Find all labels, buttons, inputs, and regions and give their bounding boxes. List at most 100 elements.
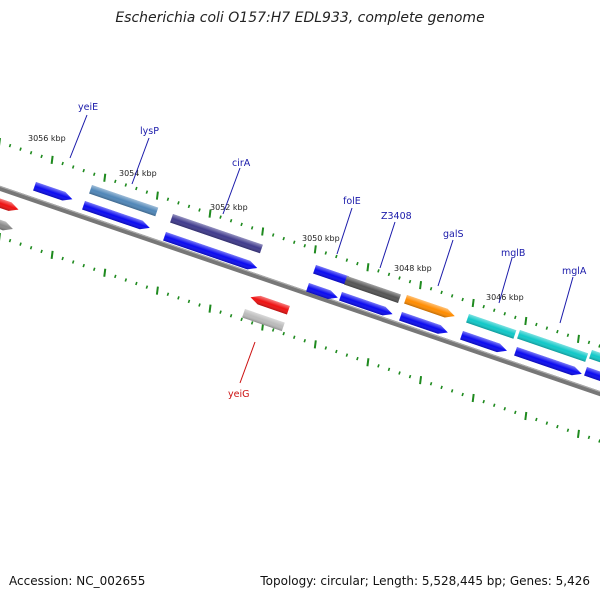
upper-tick-row bbox=[0, 138, 600, 348]
upper-tick bbox=[114, 179, 117, 184]
upper-tick bbox=[545, 326, 549, 330]
cds-mglA[interactable] bbox=[514, 347, 583, 378]
leader-yeiE bbox=[69, 114, 88, 159]
lower-tick bbox=[208, 304, 212, 313]
kbp-label-3054: 3054 kbp bbox=[119, 169, 157, 178]
upper-tick bbox=[250, 226, 254, 230]
feature-Z3408[interactable] bbox=[344, 276, 401, 303]
gene-label-mglA[interactable]: mglA bbox=[562, 266, 587, 277]
feature-folE[interactable] bbox=[313, 265, 350, 285]
kbp-label-3048: 3048 kbp bbox=[394, 264, 432, 273]
leader-galS bbox=[437, 239, 454, 287]
lower-tick bbox=[566, 428, 570, 433]
lower-tick bbox=[461, 392, 464, 397]
upper-tick bbox=[240, 222, 243, 227]
lower-tick bbox=[556, 424, 559, 429]
feature-mglA-cont[interactable] bbox=[589, 350, 600, 365]
lower-tick bbox=[429, 381, 433, 386]
feature-yeiG-lower[interactable] bbox=[242, 309, 285, 332]
gene-label-lysP[interactable]: lysP bbox=[140, 126, 159, 137]
feature-yeiG[interactable] bbox=[249, 293, 290, 315]
gene-label-yeiE[interactable]: yeiE bbox=[78, 102, 98, 113]
cds-mglA-cont[interactable] bbox=[584, 367, 600, 382]
cds-left[interactable] bbox=[0, 215, 14, 233]
lower-tick-row bbox=[0, 233, 600, 443]
gene-label-cirA[interactable]: cirA bbox=[232, 158, 251, 169]
feature-mglA[interactable] bbox=[517, 330, 589, 362]
feature-track bbox=[0, 182, 600, 382]
upper-tick bbox=[313, 245, 317, 254]
lower-tick bbox=[450, 389, 454, 393]
upper-tick bbox=[419, 281, 423, 290]
feature-galS[interactable] bbox=[404, 295, 456, 320]
upper-tick bbox=[155, 191, 159, 200]
upper-tick bbox=[271, 233, 275, 237]
leader-mglB bbox=[498, 257, 513, 304]
lower-tick bbox=[229, 313, 233, 318]
feature-mglB[interactable] bbox=[466, 314, 517, 339]
lower-tick bbox=[250, 321, 254, 325]
cds-cirA[interactable] bbox=[163, 232, 259, 272]
lower-tick bbox=[166, 292, 170, 297]
upper-tick bbox=[398, 276, 401, 280]
feature-lysP[interactable] bbox=[89, 185, 159, 217]
upper-tick bbox=[377, 269, 380, 273]
feature-cirA[interactable] bbox=[170, 214, 263, 254]
gene-label-yeiG[interactable]: yeiG bbox=[228, 389, 249, 400]
upper-tick bbox=[450, 294, 454, 298]
kbp-label-3056: 3056 kbp bbox=[28, 134, 66, 143]
leader-mglA bbox=[559, 276, 574, 324]
lower-tick bbox=[524, 411, 528, 421]
feature-yeiE[interactable] bbox=[33, 182, 74, 203]
gene-label-mglB[interactable]: mglB bbox=[501, 248, 525, 259]
upper-tick bbox=[503, 312, 507, 316]
lower-tick bbox=[219, 310, 222, 314]
lower-tick bbox=[440, 385, 443, 390]
feature-left-red[interactable] bbox=[0, 193, 20, 214]
gene-label-Z3408[interactable]: Z3408 bbox=[381, 211, 412, 222]
lower-tick bbox=[324, 346, 328, 350]
cds-galS[interactable] bbox=[399, 312, 449, 337]
leader-folE bbox=[336, 207, 353, 255]
lower-tick bbox=[124, 278, 128, 282]
cds-folE[interactable] bbox=[306, 283, 339, 302]
lower-tick bbox=[198, 303, 201, 307]
lower-tick bbox=[482, 399, 485, 404]
upper-tick bbox=[187, 204, 191, 209]
lower-tick bbox=[282, 331, 285, 336]
lower-tick bbox=[313, 340, 317, 349]
upper-tick bbox=[19, 147, 22, 151]
cds-mglB[interactable] bbox=[460, 331, 508, 355]
upper-tick bbox=[471, 298, 475, 308]
lower-tick bbox=[135, 281, 138, 286]
cds-lysP[interactable] bbox=[82, 201, 151, 232]
lower-tick bbox=[471, 393, 475, 403]
cds-Z3408[interactable] bbox=[339, 292, 394, 318]
lower-tick bbox=[545, 421, 549, 425]
lower-tick bbox=[419, 376, 423, 385]
upper-tick bbox=[40, 154, 43, 159]
kbp-label-3050: 3050 kbp bbox=[302, 234, 340, 243]
lower-tick bbox=[335, 349, 338, 354]
upper-tick bbox=[292, 240, 296, 244]
lower-tick bbox=[114, 274, 117, 279]
lower-tick bbox=[103, 268, 107, 277]
lower-tick bbox=[19, 242, 22, 246]
lower-tick bbox=[398, 371, 401, 375]
leader-Z3408 bbox=[379, 221, 396, 269]
lower-tick bbox=[492, 403, 496, 407]
upper-tick bbox=[261, 227, 265, 236]
upper-tick bbox=[429, 286, 433, 291]
topology-text: Topology: circular; Length: 5,528,445 bp… bbox=[260, 574, 590, 588]
kbp-label-3052: 3052 kbp bbox=[210, 203, 248, 212]
gene-label-folE[interactable]: folE bbox=[343, 196, 361, 207]
gene-label-galS[interactable]: galS bbox=[443, 229, 464, 240]
lower-tick bbox=[345, 353, 349, 357]
upper-tick bbox=[566, 333, 570, 338]
lower-tick bbox=[82, 263, 85, 268]
gene-labels: yeiE lysP cirA folE Z3408 galS mglB mglA… bbox=[78, 102, 587, 400]
lower-tick bbox=[271, 328, 275, 332]
upper-tick bbox=[535, 322, 538, 327]
upper-tick bbox=[135, 186, 138, 191]
